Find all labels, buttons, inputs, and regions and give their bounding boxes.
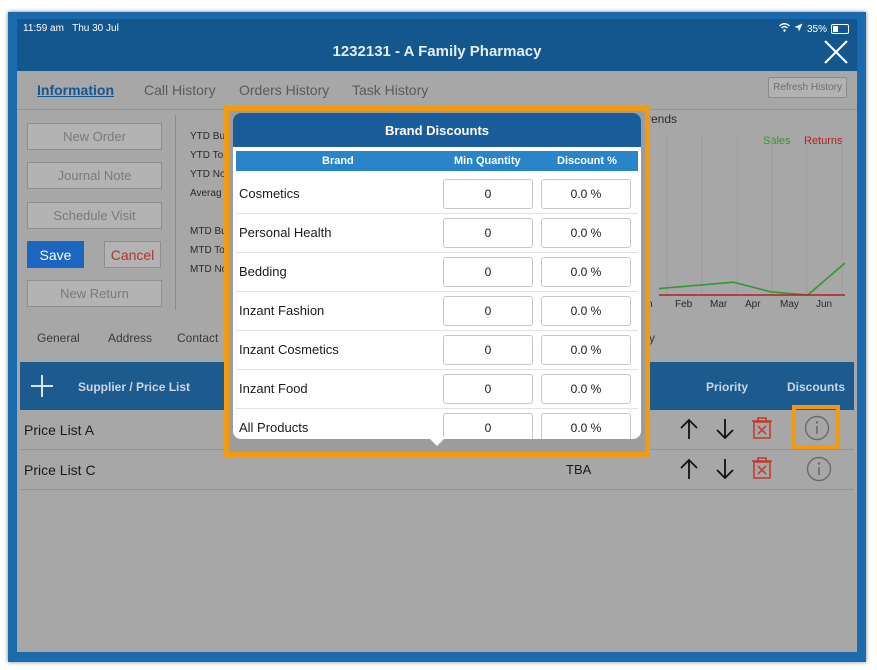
- series-line-sales: [658, 262, 846, 296]
- refresh-history-button[interactable]: Refresh History: [768, 77, 847, 98]
- brand-name: Inzant Cosmetics: [239, 342, 339, 357]
- tab-orders-history[interactable]: Orders History: [239, 82, 330, 98]
- chart-title: rends: [647, 112, 678, 126]
- tab-bar: Information Call History Orders History …: [17, 71, 857, 109]
- legend-sales: Sales: [763, 135, 791, 147]
- screen: 11:59 am Thu 30 Jul 35% 1232131 - A Fami…: [17, 19, 857, 652]
- list-item: Inzant Food 0 0.0 %: [236, 369, 638, 409]
- header-discount: Discount %: [557, 155, 617, 167]
- month-label: May: [780, 299, 799, 310]
- highlighted-discount-info[interactable]: [792, 405, 840, 449]
- discount-input[interactable]: 0.0 %: [541, 374, 631, 404]
- stat-label: Averag: [190, 188, 222, 199]
- discount-input[interactable]: 0.0 %: [541, 335, 631, 365]
- min-quantity-input[interactable]: 0: [443, 257, 533, 287]
- stat-label: MTD Bu: [190, 226, 227, 237]
- arrow-down-icon[interactable]: [713, 457, 737, 481]
- price-list-status: TBA: [566, 462, 592, 477]
- min-quantity-input[interactable]: 0: [443, 413, 533, 439]
- status-bar-time: 11:59 am Thu 30 Jul: [23, 23, 119, 34]
- price-list-name: Price List C: [24, 462, 96, 478]
- brand-name: Bedding: [239, 264, 287, 279]
- min-quantity-input[interactable]: 0: [443, 296, 533, 326]
- status-date: Thu 30 Jul: [72, 23, 119, 34]
- arrow-down-icon[interactable]: [713, 417, 737, 441]
- stat-label: MTD To: [190, 245, 225, 256]
- list-item: Inzant Fashion 0 0.0 %: [236, 291, 638, 331]
- list-item: Personal Health 0 0.0 %: [236, 213, 638, 253]
- discount-input[interactable]: 0.0 %: [541, 179, 631, 209]
- subtab-general[interactable]: General: [37, 331, 80, 345]
- stat-label: YTD To: [190, 150, 224, 161]
- header-priority: Priority: [706, 380, 749, 394]
- list-item: Cosmetics 0 0.0 %: [236, 174, 638, 214]
- status-bar-right: 35%: [779, 23, 849, 35]
- month-label: Feb: [675, 299, 693, 310]
- cancel-button[interactable]: Cancel: [104, 241, 161, 268]
- list-item: All Products 0 0.0 %: [236, 408, 638, 439]
- page-title: 1232131 - A Family Pharmacy: [332, 43, 542, 60]
- save-button[interactable]: Save: [27, 241, 84, 268]
- min-quantity-input[interactable]: 0: [443, 218, 533, 248]
- popover-caret: [428, 437, 446, 446]
- divider-vertical: [175, 115, 176, 310]
- brand-name: Cosmetics: [239, 186, 300, 201]
- subtab-partial[interactable]: y: [649, 331, 655, 345]
- wifi-icon: [779, 23, 790, 35]
- discount-input[interactable]: 0.0 %: [541, 218, 631, 248]
- list-item: Inzant Cosmetics 0 0.0 %: [236, 330, 638, 370]
- close-icon[interactable]: [823, 39, 849, 65]
- discount-input[interactable]: 0.0 %: [541, 413, 631, 439]
- tab-information[interactable]: Information: [37, 82, 114, 98]
- new-return-button[interactable]: New Return: [27, 280, 162, 307]
- trend-chart: [658, 135, 846, 296]
- min-quantity-input[interactable]: 0: [443, 374, 533, 404]
- header-discounts: Discounts: [787, 380, 846, 394]
- legend-returns: Returns: [804, 135, 843, 147]
- add-icon[interactable]: [30, 374, 54, 398]
- brand-name: Personal Health: [239, 225, 332, 240]
- trash-icon[interactable]: [750, 456, 774, 480]
- header-brand: Brand: [322, 155, 354, 167]
- brand-name: Inzant Fashion: [239, 303, 325, 318]
- month-label: Mar: [710, 299, 728, 310]
- arrow-up-icon[interactable]: [677, 457, 701, 481]
- app-bar: 11:59 am Thu 30 Jul 35% 1232131 - A Fami…: [17, 19, 857, 71]
- arrow-up-icon[interactable]: [677, 417, 701, 441]
- subtab-contact[interactable]: Contact: [177, 331, 219, 345]
- month-label: Jun: [816, 299, 833, 310]
- info-icon[interactable]: [804, 415, 830, 441]
- min-quantity-input[interactable]: 0: [443, 179, 533, 209]
- discount-input[interactable]: 0.0 %: [541, 257, 631, 287]
- stat-label: YTD No: [190, 169, 226, 180]
- location-icon: [794, 23, 803, 35]
- schedule-visit-button[interactable]: Schedule Visit: [27, 202, 162, 229]
- month-label: Apr: [745, 299, 761, 310]
- new-order-button[interactable]: New Order: [27, 123, 162, 150]
- header-supplier: Supplier / Price List: [78, 380, 191, 394]
- brand-discounts-popover: Brand Discounts Brand Min Quantity Disco…: [233, 113, 641, 439]
- stat-label: YTD Bu: [190, 131, 226, 142]
- journal-note-button[interactable]: Journal Note: [27, 162, 162, 189]
- price-list-name: Price List A: [24, 422, 95, 438]
- info-icon[interactable]: [806, 456, 832, 482]
- discount-input[interactable]: 0.0 %: [541, 296, 631, 326]
- subtab-address[interactable]: Address: [108, 331, 153, 345]
- battery-icon: [831, 24, 849, 34]
- popover-table-header: Brand Min Quantity Discount %: [236, 151, 638, 171]
- list-item: Bedding 0 0.0 %: [236, 252, 638, 292]
- status-time: 11:59 am: [23, 23, 64, 34]
- stat-label: MTD No: [190, 264, 228, 275]
- header-min-quantity: Min Quantity: [454, 155, 521, 167]
- trash-icon[interactable]: [750, 416, 774, 440]
- min-quantity-input[interactable]: 0: [443, 335, 533, 365]
- battery-percent: 35%: [806, 23, 827, 35]
- tab-call-history[interactable]: Call History: [144, 82, 216, 98]
- brand-name: Inzant Food: [239, 381, 308, 396]
- popover-title: Brand Discounts: [233, 113, 641, 147]
- tab-task-history[interactable]: Task History: [352, 82, 429, 98]
- brand-name: All Products: [239, 420, 309, 435]
